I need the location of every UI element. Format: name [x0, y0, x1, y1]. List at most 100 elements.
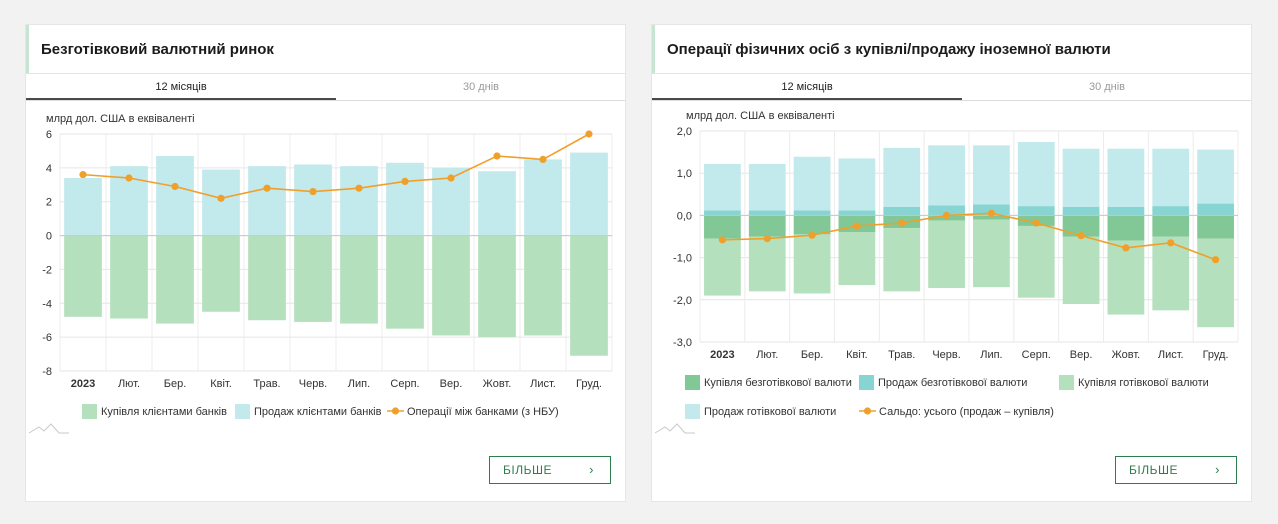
bar	[883, 206, 921, 216]
bar	[1062, 206, 1100, 216]
x-tick-label: Лист.	[530, 378, 556, 390]
more-button[interactable]: БІЛЬШЕ ›	[489, 456, 611, 484]
line-point	[309, 187, 317, 196]
line-point	[718, 236, 727, 244]
bar	[973, 219, 1010, 288]
line-point	[263, 184, 271, 192]
bar	[294, 164, 332, 236]
x-tick-label: Квіт.	[846, 349, 868, 361]
line-point	[401, 177, 409, 185]
x-tick-label: Жовт.	[1112, 349, 1141, 361]
bar	[748, 236, 786, 292]
bar	[748, 215, 786, 237]
bar	[1197, 203, 1234, 216]
more-button-label: БІЛЬШЕ	[503, 463, 552, 477]
legend-label: Сальдо: усього (продаж – купівля)	[879, 406, 1054, 418]
bar	[478, 235, 516, 338]
legend-label: Купівля готівкової валюти	[1078, 377, 1209, 389]
y-tick-label: 1,0	[677, 168, 692, 180]
legend-label: Продаж готівкової валюти	[704, 406, 836, 418]
legend-swatch	[235, 404, 250, 419]
line-point	[763, 235, 771, 243]
y-axis-title: млрд дол. США в еквіваленті	[46, 113, 195, 125]
legend-swatch	[82, 404, 97, 419]
bar	[156, 156, 194, 236]
y-tick-label: -2,0	[673, 295, 692, 307]
y-tick-label: 0,0	[677, 210, 692, 222]
x-tick-label: Трав.	[888, 349, 915, 361]
bar	[704, 215, 741, 239]
y-tick-label: -4	[42, 298, 52, 310]
x-tick-label: Серп.	[390, 378, 419, 390]
bar	[1107, 240, 1145, 315]
legend-swatch	[685, 375, 700, 390]
line-point	[539, 155, 547, 163]
line-point	[171, 182, 179, 191]
bar	[524, 159, 562, 236]
bar	[202, 235, 240, 312]
bar	[570, 235, 608, 356]
more-button[interactable]: БІЛЬШЕ ›	[1115, 456, 1237, 484]
bar	[928, 145, 965, 206]
bar	[748, 210, 786, 216]
bar	[928, 220, 965, 288]
tab-30-days[interactable]: 30 днів	[462, 81, 500, 93]
line-point	[1077, 232, 1085, 240]
bar	[1107, 206, 1145, 216]
period-tabs: 12 місяців 30 днів	[26, 74, 625, 101]
bar	[1062, 215, 1100, 237]
line-point	[1122, 244, 1130, 252]
line-point	[987, 209, 996, 217]
card-title: Безготівковий валютний ринок	[26, 25, 625, 74]
bar	[1017, 225, 1055, 298]
bar	[883, 147, 921, 207]
line-point	[447, 174, 455, 182]
bar	[1062, 236, 1100, 305]
x-tick-label: Груд.	[576, 378, 602, 390]
x-tick-label: Лип.	[348, 378, 370, 390]
bar	[704, 163, 741, 211]
bar	[248, 166, 286, 236]
y-tick-label: 6	[46, 129, 52, 141]
line-point	[898, 219, 906, 227]
bar	[64, 178, 102, 236]
tab-12-months[interactable]: 12 місяців	[652, 74, 962, 100]
bar	[1152, 236, 1190, 311]
y-tick-label: -2	[42, 264, 52, 276]
bar	[386, 162, 424, 236]
bar	[883, 228, 921, 292]
legend-swatch	[1059, 375, 1074, 390]
tab-30-days[interactable]: 30 днів	[1088, 81, 1126, 93]
bar	[973, 215, 1010, 220]
bar	[1017, 206, 1055, 216]
x-tick-label: Трав.	[253, 378, 280, 390]
tab-12-months[interactable]: 12 місяців	[26, 74, 336, 100]
bar	[340, 235, 378, 324]
bar	[1062, 148, 1100, 207]
bar	[524, 235, 562, 336]
bar	[793, 234, 831, 294]
legend-swatch	[863, 407, 872, 415]
bar	[704, 210, 741, 216]
card-individuals-fx: Операції фізичних осіб з купівлі/продажу…	[651, 24, 1252, 502]
bar	[1197, 238, 1234, 328]
legend-label: Операції між банками (з НБУ)	[407, 406, 559, 418]
legend-swatch	[391, 407, 400, 415]
x-tick-label: Вер.	[1070, 349, 1093, 361]
line-point	[808, 231, 816, 239]
card-cashless-fx-market: Безготівковий валютний ринок 12 місяців …	[25, 24, 626, 502]
bar	[928, 205, 965, 216]
x-tick-label: Лют.	[118, 378, 140, 390]
bar	[202, 169, 240, 236]
bar	[838, 158, 876, 211]
line-point	[1167, 239, 1175, 247]
bar	[748, 163, 786, 211]
bar	[704, 238, 741, 296]
line-point	[79, 171, 87, 179]
legend-label: Купівля клієнтами банків	[101, 406, 227, 418]
bar	[1197, 215, 1234, 239]
line-point	[125, 174, 133, 182]
x-tick-label: Лют.	[756, 349, 778, 361]
y-tick-label: -3,0	[673, 337, 692, 349]
bar	[340, 166, 378, 236]
